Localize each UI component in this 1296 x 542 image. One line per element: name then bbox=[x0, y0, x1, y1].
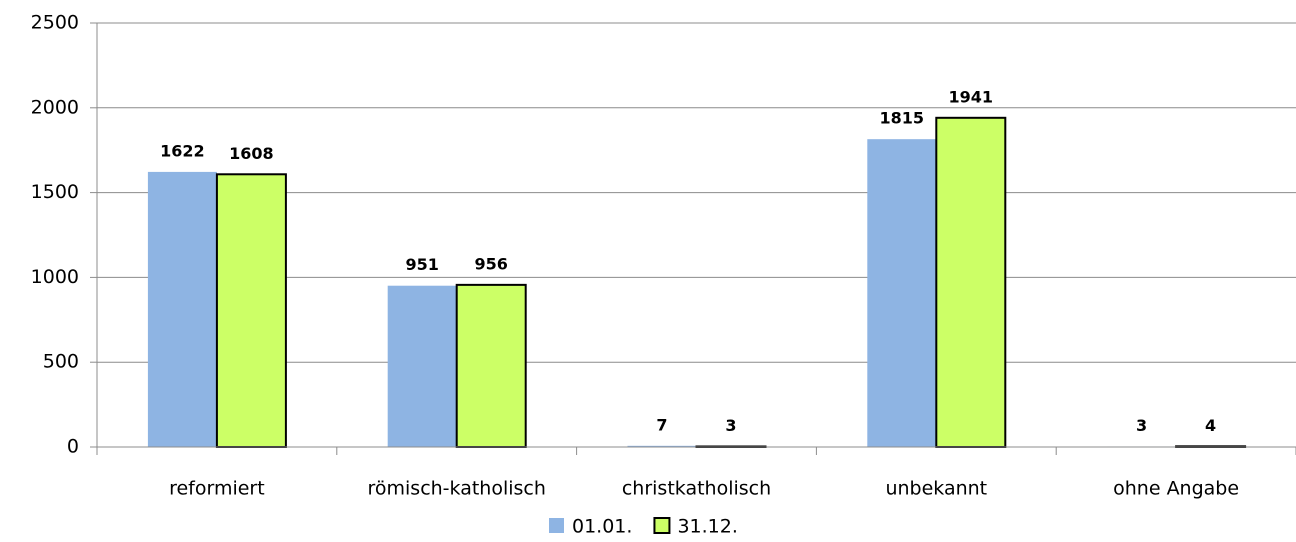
y-tick-label: 0 bbox=[67, 436, 79, 458]
x-tick-label: römisch-katholisch bbox=[367, 478, 545, 500]
y-tick-label: 2000 bbox=[31, 96, 79, 118]
bar bbox=[387, 285, 457, 447]
x-tick-label: reformiert bbox=[169, 478, 265, 500]
y-tick-label: 1000 bbox=[31, 266, 79, 288]
y-tick-label: 2500 bbox=[31, 12, 79, 34]
value-label: 3 bbox=[725, 416, 736, 435]
value-label: 1815 bbox=[880, 109, 925, 128]
value-label: 3 bbox=[1136, 416, 1147, 435]
bar bbox=[935, 116, 1007, 448]
legend-label: 01.01. bbox=[572, 516, 632, 538]
value-label: 1608 bbox=[229, 144, 274, 163]
legend-swatch bbox=[653, 517, 671, 534]
bar bbox=[627, 445, 697, 447]
x-tick-label: ohne Angabe bbox=[1113, 478, 1239, 500]
value-label: 951 bbox=[405, 255, 438, 274]
value-label: 956 bbox=[474, 254, 507, 273]
y-tick-label: 1500 bbox=[31, 181, 79, 203]
bar bbox=[147, 171, 217, 447]
x-tick-label: christkatholisch bbox=[622, 478, 771, 500]
bar bbox=[867, 139, 937, 447]
legend-swatch bbox=[549, 518, 564, 533]
y-tick-label: 500 bbox=[43, 351, 79, 373]
bar bbox=[215, 173, 287, 448]
value-label: 7 bbox=[656, 415, 667, 434]
legend-label: 31.12. bbox=[677, 516, 737, 538]
value-label: 1622 bbox=[160, 141, 205, 160]
bar bbox=[455, 283, 527, 448]
value-label: 4 bbox=[1205, 416, 1216, 435]
value-label: 1941 bbox=[949, 87, 994, 106]
x-tick-label: unbekannt bbox=[885, 478, 987, 500]
